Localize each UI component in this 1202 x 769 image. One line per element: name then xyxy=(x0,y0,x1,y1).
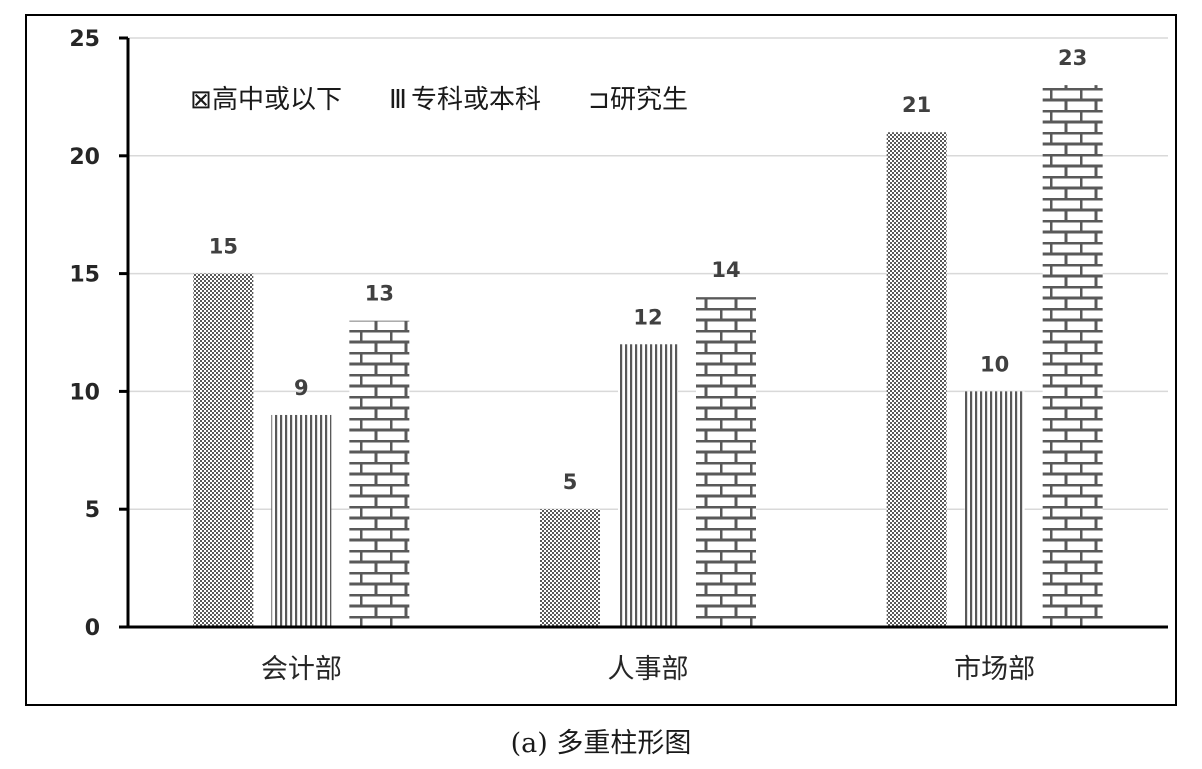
legend-swatch-icon: Ⅲ xyxy=(389,85,407,115)
x-tick-label: 市场部 xyxy=(954,654,1035,685)
data-label: 12 xyxy=(633,305,662,329)
bars xyxy=(193,85,1103,628)
bar-vertical xyxy=(618,344,678,627)
data-label: 23 xyxy=(1058,46,1087,70)
data-label: 13 xyxy=(365,282,394,306)
bar-vertical xyxy=(271,414,332,627)
bar-checker xyxy=(886,132,947,628)
data-label: 14 xyxy=(711,258,740,282)
legend-swatch-icon: ⊠ xyxy=(190,85,212,115)
chart-caption: (a) 多重柱形图 xyxy=(511,728,692,759)
bar-checker xyxy=(540,509,600,627)
bar-brick xyxy=(349,320,410,627)
data-label: 15 xyxy=(209,235,238,259)
y-tick-label: 15 xyxy=(69,263,100,288)
legend: ⊠ 高中或以下 Ⅲ 专科或本科 ⊐ 研究生 xyxy=(190,85,688,115)
bar-brick xyxy=(1042,85,1103,628)
legend-entry: 研究生 xyxy=(610,85,688,115)
data-label: 9 xyxy=(294,376,309,400)
y-tick-label: 20 xyxy=(69,145,100,170)
data-label: 10 xyxy=(980,352,1009,376)
bar-checker xyxy=(193,273,254,627)
data-label: 21 xyxy=(902,93,931,117)
bar-brick xyxy=(696,297,756,627)
data-labels: 15 9 13 5 12 14 21 10 23 xyxy=(209,46,1088,494)
x-tick-label: 会计部 xyxy=(261,654,342,685)
y-tick-label: 25 xyxy=(69,27,100,52)
x-tick-label: 人事部 xyxy=(608,654,689,685)
bar-vertical xyxy=(964,391,1025,627)
legend-swatch-icon: ⊐ xyxy=(588,85,610,115)
y-tick-label: 5 xyxy=(85,498,100,523)
y-tick-label: 10 xyxy=(69,380,100,405)
y-tick-label: 0 xyxy=(85,616,100,641)
legend-entry: 高中或以下 xyxy=(212,85,342,115)
data-label: 5 xyxy=(563,470,578,494)
axes: 0 5 10 15 20 25 会计部 人事部 市场部 xyxy=(69,27,1168,685)
legend-entry: 专科或本科 xyxy=(411,85,541,115)
